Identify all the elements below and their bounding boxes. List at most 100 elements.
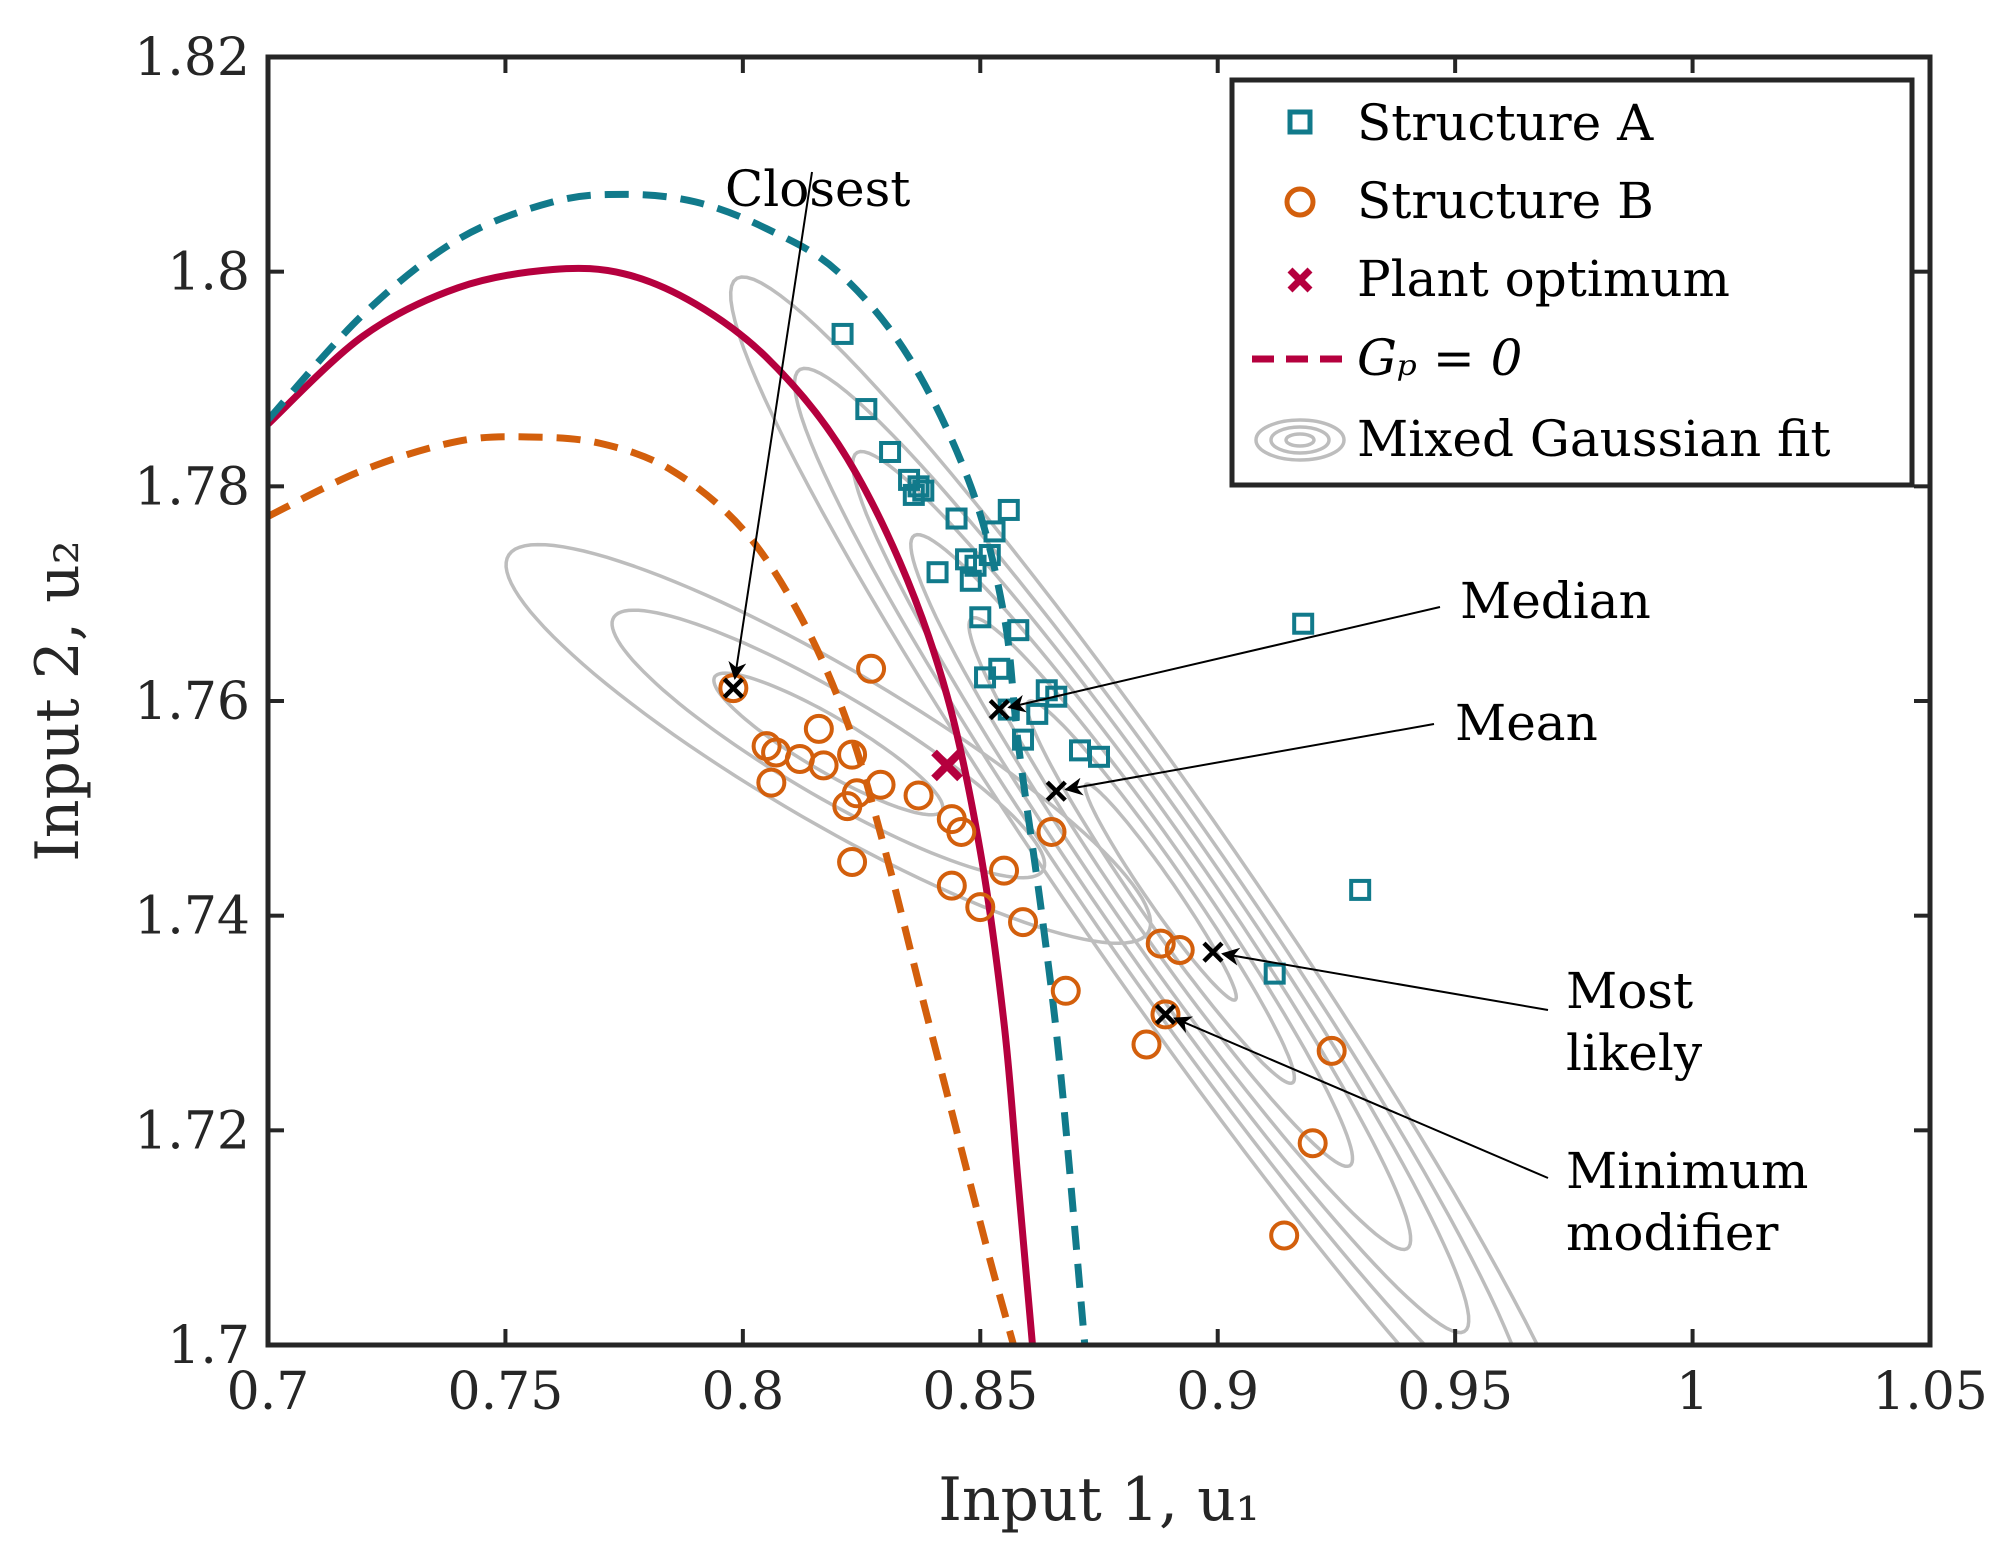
- contour-ring-0-5: [792, 366, 1514, 1345]
- structure-a-point-8: [945, 507, 968, 530]
- gp-zero-structure-a-curve: [268, 190, 1089, 1345]
- structure-a-point-20: [1012, 728, 1035, 751]
- legend-label-structure-b: Structure B: [1357, 172, 1654, 230]
- estimate-marker-3: [1202, 941, 1224, 963]
- x-tick-label-2: 0.8: [702, 1362, 785, 1422]
- x-tick-label-1: 0.75: [448, 1362, 564, 1422]
- structure-b-point-15: [946, 816, 977, 847]
- annotation-label-3: Most: [1566, 962, 1693, 1020]
- structure-b-point-8: [837, 739, 868, 770]
- plant-optimum-marker: [931, 749, 963, 782]
- legend-marker-contours: [1254, 418, 1346, 462]
- y-axis-label: Input 2, u₂: [23, 540, 93, 862]
- contour-ring-1-2: [504, 542, 1153, 946]
- x-tick-label-5: 0.95: [1397, 1362, 1513, 1422]
- x-tick-label-0: 0.7: [227, 1362, 310, 1422]
- y-tick-label-3: 1.76: [134, 672, 250, 732]
- structure-b-point-22: [1145, 928, 1176, 959]
- annotation-label-0: Closest: [725, 160, 910, 218]
- estimate-marker-1: [988, 698, 1010, 721]
- gp-zero-structure-b-curve: [268, 433, 1017, 1345]
- structure-b-point-21: [1050, 975, 1081, 1006]
- y-tick-label-5: 1.8: [167, 243, 250, 303]
- legend: Structure A Structure B Plant optimum Gₚ…: [1229, 77, 1915, 488]
- structure-b-point-18: [989, 855, 1020, 886]
- structure-b-point-5: [803, 713, 834, 744]
- legend-marker-circle: [1284, 186, 1316, 218]
- structure-b-point-19: [1008, 907, 1039, 938]
- structure-a-point-12: [969, 606, 992, 629]
- estimate-marker-4: [1154, 1003, 1177, 1026]
- legend-entry-plant-optimum: Plant optimum: [1287, 250, 1730, 308]
- annotation-label-4: Minimum: [1566, 1142, 1808, 1200]
- x-tick-label-4: 0.9: [1176, 1362, 1259, 1422]
- structure-a-point-27: [1349, 878, 1372, 901]
- y-tick-label-0: 1.7: [167, 1316, 250, 1376]
- contour-ring-0-6: [728, 275, 1540, 1345]
- annotation-arrow-0: [728, 171, 813, 681]
- structure-a-point-0: [831, 322, 854, 345]
- x-tick-label-7: 1.05: [1872, 1362, 1988, 1422]
- structure-b-point-28: [1269, 1220, 1300, 1251]
- structure-a-point-13: [978, 544, 1001, 567]
- y-tick-label-1: 1.72: [134, 1101, 250, 1161]
- structure-a-point-5: [907, 475, 930, 498]
- y-tick-label-6: 1.82: [134, 28, 250, 88]
- annotation-label-3-line2: likely: [1566, 1024, 1703, 1082]
- axis-ticks: 0.7 0.75 0.8 0.85 0.9 0.95 1 1.05 1.7 1.72 1.74 1.7…: [134, 28, 1988, 1422]
- structure-b-point-11: [841, 778, 872, 809]
- estimate-marker-2: [1045, 780, 1067, 802]
- annotation-arrow-1: [1007, 606, 1441, 713]
- structure-b-point-16: [936, 870, 967, 901]
- structure-b-point-27: [1297, 1128, 1328, 1159]
- legend-marker-square: [1287, 109, 1313, 135]
- x-axis-label: Input 1, u₁: [938, 1465, 1260, 1535]
- structure-a-point-15: [997, 498, 1020, 521]
- structure-a-point-7: [926, 561, 949, 584]
- annotation-label-4-line2: modifier: [1566, 1204, 1778, 1262]
- structure-a-point-23: [1045, 685, 1068, 708]
- structure-b-point-26: [1316, 1035, 1347, 1066]
- structure-a-point-28: [1263, 962, 1286, 985]
- structure-a-point-26: [1292, 612, 1315, 635]
- structure-b-point-13: [903, 780, 934, 811]
- legend-label-gp-zero: Gₚ = 0: [1357, 329, 1522, 387]
- annotation-arrow-2: [1064, 723, 1435, 796]
- legend-marker-x: [1287, 267, 1313, 293]
- x-tick-label-3: 0.85: [922, 1362, 1038, 1422]
- contour-ring-0-4: [850, 449, 1471, 1335]
- structure-a-point-21: [1026, 702, 1049, 725]
- structure-b-point-20: [1036, 816, 1067, 847]
- legend-entry-gaussian-fit: Mixed Gaussian fit: [1254, 410, 1831, 468]
- estimate-marker-0: [722, 677, 744, 699]
- contour-ring-1-0: [712, 671, 945, 817]
- y-tick-label-4: 1.78: [134, 457, 250, 517]
- legend-entry-gp-zero: Gₚ = 0: [1252, 329, 1522, 387]
- legend-entry-structure-a: Structure A: [1287, 94, 1654, 152]
- legend-label-plant-optimum: Plant optimum: [1357, 250, 1730, 308]
- gp-zero-plant-curve: [268, 264, 1036, 1345]
- annotation-arrow-3: [1221, 947, 1549, 1011]
- legend-label-gaussian-fit: Mixed Gaussian fit: [1357, 410, 1831, 468]
- legend-box: [1229, 77, 1915, 488]
- contour-ring-0-3: [909, 532, 1413, 1252]
- annotation-label-1: Median: [1460, 572, 1651, 630]
- x-tick-label-6: 1: [1676, 1362, 1709, 1422]
- structure-a-point-25: [1088, 745, 1110, 768]
- structure-a-point-2: [879, 440, 902, 463]
- legend-entry-structure-b: Structure B: [1284, 172, 1654, 230]
- structure-b-point-25: [1131, 1029, 1162, 1060]
- structure-a-point-17: [988, 657, 1011, 680]
- legend-label-structure-a: Structure A: [1357, 94, 1654, 152]
- structure-a-point-10: [959, 569, 982, 592]
- constraint-curves: [268, 190, 1089, 1345]
- structure-b-point-23: [1164, 935, 1195, 966]
- structure-a-point-14: [983, 520, 1006, 543]
- data-points: [718, 322, 1372, 1251]
- structure-b-point-1: [856, 653, 887, 684]
- annotation-label-2: Mean: [1455, 694, 1598, 752]
- structure-b-point-24: [1150, 999, 1181, 1030]
- annotation-arrow-4: [1173, 1016, 1549, 1179]
